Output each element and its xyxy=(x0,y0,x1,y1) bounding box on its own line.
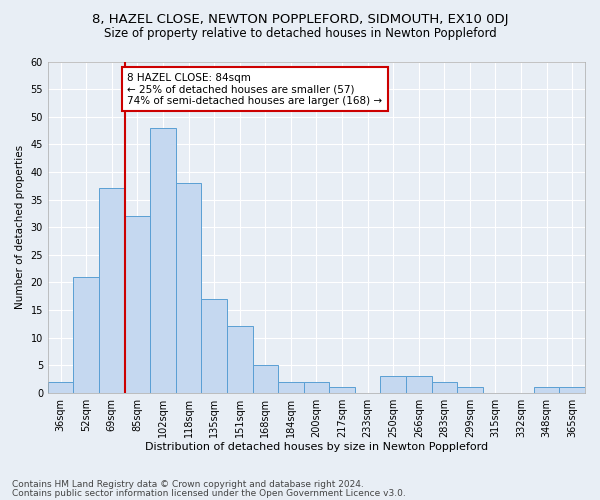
Text: Contains HM Land Registry data © Crown copyright and database right 2024.: Contains HM Land Registry data © Crown c… xyxy=(12,480,364,489)
Y-axis label: Number of detached properties: Number of detached properties xyxy=(15,145,25,309)
Bar xyxy=(99,188,125,392)
Bar xyxy=(202,299,227,392)
Bar xyxy=(406,376,431,392)
Bar xyxy=(329,387,355,392)
Text: Contains public sector information licensed under the Open Government Licence v3: Contains public sector information licen… xyxy=(12,488,406,498)
Bar xyxy=(304,382,329,392)
Text: 8, HAZEL CLOSE, NEWTON POPPLEFORD, SIDMOUTH, EX10 0DJ: 8, HAZEL CLOSE, NEWTON POPPLEFORD, SIDMO… xyxy=(92,12,508,26)
Bar xyxy=(125,216,150,392)
Bar xyxy=(227,326,253,392)
Bar xyxy=(559,387,585,392)
Bar xyxy=(176,183,202,392)
Bar xyxy=(380,376,406,392)
X-axis label: Distribution of detached houses by size in Newton Poppleford: Distribution of detached houses by size … xyxy=(145,442,488,452)
Bar xyxy=(431,382,457,392)
Bar xyxy=(278,382,304,392)
Text: Size of property relative to detached houses in Newton Poppleford: Size of property relative to detached ho… xyxy=(104,28,496,40)
Text: 8 HAZEL CLOSE: 84sqm
← 25% of detached houses are smaller (57)
74% of semi-detac: 8 HAZEL CLOSE: 84sqm ← 25% of detached h… xyxy=(127,72,382,106)
Bar xyxy=(48,382,73,392)
Bar xyxy=(534,387,559,392)
Bar xyxy=(73,277,99,392)
Bar xyxy=(253,365,278,392)
Bar xyxy=(150,128,176,392)
Bar xyxy=(457,387,482,392)
